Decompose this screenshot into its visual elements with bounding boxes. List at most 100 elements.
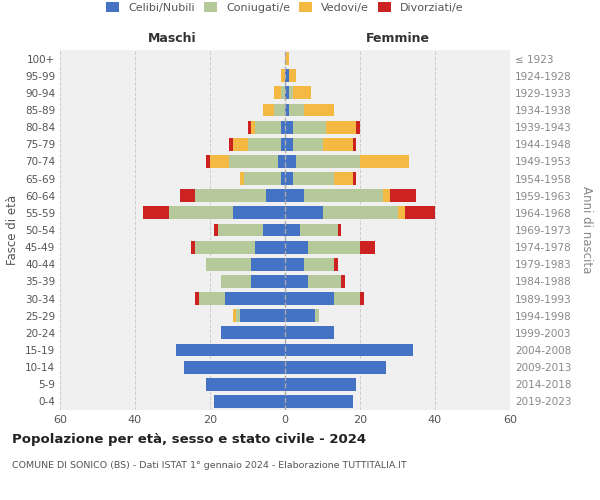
Text: Popolazione per età, sesso e stato civile - 2024: Popolazione per età, sesso e stato civil… [12, 432, 366, 446]
Text: Maschi: Maschi [148, 32, 197, 45]
Bar [304, 104, 334, 117]
Bar [285, 155, 296, 168]
Bar [304, 190, 383, 202]
Bar [337, 224, 341, 236]
Bar [326, 120, 356, 134]
Bar [334, 258, 337, 270]
Bar [285, 275, 308, 288]
Bar [233, 310, 236, 322]
Bar [221, 275, 251, 288]
Bar [323, 206, 398, 220]
Bar [285, 344, 413, 356]
Bar [195, 240, 255, 254]
Bar [293, 138, 323, 150]
Bar [334, 172, 353, 185]
Bar [180, 190, 195, 202]
Bar [334, 292, 360, 305]
Bar [263, 224, 285, 236]
Bar [199, 292, 225, 305]
Bar [184, 360, 285, 374]
Bar [281, 138, 285, 150]
Bar [248, 120, 251, 134]
Bar [285, 172, 293, 185]
Bar [285, 240, 308, 254]
Bar [285, 86, 289, 100]
Bar [281, 70, 285, 82]
Bar [206, 378, 285, 390]
Bar [300, 224, 337, 236]
Bar [296, 155, 360, 168]
Bar [277, 155, 285, 168]
Bar [255, 120, 281, 134]
Bar [195, 292, 199, 305]
Bar [285, 104, 289, 117]
Bar [293, 86, 311, 100]
Bar [285, 378, 356, 390]
Bar [229, 138, 233, 150]
Bar [251, 275, 285, 288]
Bar [214, 224, 218, 236]
Bar [233, 138, 248, 150]
Bar [263, 104, 274, 117]
Bar [360, 292, 364, 305]
Bar [274, 86, 281, 100]
Legend: Celibi/Nubili, Coniugati/e, Vedovi/e, Divorziati/e: Celibi/Nubili, Coniugati/e, Vedovi/e, Di… [102, 0, 468, 18]
Bar [285, 52, 289, 65]
Bar [281, 86, 285, 100]
Bar [143, 206, 169, 220]
Bar [398, 206, 405, 220]
Bar [206, 155, 210, 168]
Bar [285, 310, 315, 322]
Bar [191, 240, 195, 254]
Bar [285, 326, 334, 340]
Bar [206, 258, 251, 270]
Bar [225, 292, 285, 305]
Bar [210, 155, 229, 168]
Bar [281, 172, 285, 185]
Bar [289, 70, 296, 82]
Bar [353, 172, 356, 185]
Bar [281, 120, 285, 134]
Bar [169, 206, 233, 220]
Bar [221, 326, 285, 340]
Bar [308, 240, 360, 254]
Bar [293, 120, 326, 134]
Bar [233, 206, 285, 220]
Bar [285, 224, 300, 236]
Bar [251, 120, 255, 134]
Bar [289, 104, 304, 117]
Bar [240, 310, 285, 322]
Bar [248, 138, 281, 150]
Bar [285, 258, 304, 270]
Bar [289, 86, 293, 100]
Text: Femmine: Femmine [365, 32, 430, 45]
Bar [293, 172, 334, 185]
Bar [229, 155, 277, 168]
Bar [304, 258, 334, 270]
Bar [285, 360, 386, 374]
Bar [323, 138, 353, 150]
Bar [285, 206, 323, 220]
Bar [341, 275, 345, 288]
Bar [236, 310, 240, 322]
Bar [360, 155, 409, 168]
Bar [285, 395, 353, 408]
Bar [383, 190, 390, 202]
Bar [176, 344, 285, 356]
Bar [251, 258, 285, 270]
Bar [274, 104, 285, 117]
Bar [266, 190, 285, 202]
Bar [308, 275, 341, 288]
Y-axis label: Anni di nascita: Anni di nascita [580, 186, 593, 274]
Bar [240, 172, 244, 185]
Bar [360, 240, 375, 254]
Bar [356, 120, 360, 134]
Text: COMUNE DI SONICO (BS) - Dati ISTAT 1° gennaio 2024 - Elaborazione TUTTITALIA.IT: COMUNE DI SONICO (BS) - Dati ISTAT 1° ge… [12, 460, 407, 469]
Bar [218, 224, 263, 236]
Bar [405, 206, 435, 220]
Y-axis label: Fasce di età: Fasce di età [7, 195, 19, 265]
Bar [285, 70, 289, 82]
Bar [195, 190, 266, 202]
Bar [285, 138, 293, 150]
Bar [214, 395, 285, 408]
